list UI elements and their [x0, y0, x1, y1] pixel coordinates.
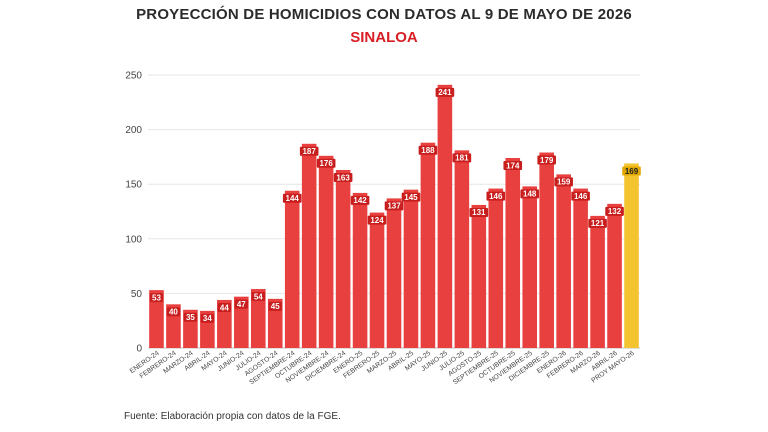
- bar: [437, 84, 453, 348]
- bar: [234, 296, 249, 348]
- data-label-bg: [166, 307, 181, 317]
- bars: [149, 84, 639, 348]
- data-label: 124: [370, 216, 384, 225]
- bar: [573, 188, 588, 348]
- data-label-bg: [469, 207, 489, 217]
- bar: [352, 192, 368, 348]
- data-label-bg: [452, 153, 472, 163]
- data-label: 131: [472, 208, 486, 217]
- data-label: 179: [540, 156, 554, 165]
- data-label: 146: [489, 192, 503, 201]
- data-label-bg: [554, 177, 573, 187]
- data-label-bg: [350, 195, 370, 205]
- data-label: 159: [557, 178, 571, 187]
- data-label: 132: [608, 207, 622, 216]
- bar: [454, 150, 470, 348]
- data-label: 47: [237, 300, 246, 309]
- y-axis: 0 50 100 150 200 250: [125, 71, 142, 355]
- data-label-bg: [401, 192, 421, 202]
- x-axis: ENERO-24FEBRERO-24MARZO-24ABRIL-24MAYO-2…: [129, 350, 636, 387]
- data-label: 181: [455, 154, 469, 163]
- data-label: 34: [203, 314, 212, 323]
- data-label-bg: [200, 313, 215, 323]
- bar: [471, 204, 487, 348]
- bar: [420, 142, 436, 348]
- y-tick-label: 250: [125, 71, 142, 82]
- source-note: Fuente: Elaboración propia con datos de …: [124, 411, 341, 422]
- data-label: 35: [186, 313, 195, 322]
- data-label: 187: [302, 147, 316, 156]
- bar: [556, 174, 571, 348]
- y-tick-label: 200: [125, 125, 142, 136]
- data-label-bg: [384, 201, 404, 211]
- y-tick-label: 0: [136, 344, 142, 355]
- data-label-bg: [367, 215, 387, 225]
- y-tick-label: 50: [131, 289, 143, 300]
- bar: [403, 189, 419, 348]
- data-label-bg: [251, 292, 265, 302]
- data-label: 174: [506, 161, 520, 170]
- bar: [590, 215, 605, 348]
- bar: [522, 186, 538, 348]
- data-label-bg: [149, 293, 164, 303]
- data-label: 142: [353, 196, 367, 205]
- bar: [250, 289, 266, 348]
- chart-title: PROYECCIÓN DE HOMICIDIOS CON DATOS AL 9 …: [136, 6, 632, 23]
- data-label-bg: [299, 146, 319, 156]
- bar: [284, 190, 300, 348]
- data-label: 40: [169, 308, 178, 317]
- y-tick-label: 150: [125, 180, 142, 191]
- data-label: 148: [523, 190, 537, 199]
- bar: [217, 299, 232, 348]
- data-label: 54: [254, 292, 263, 301]
- data-label-bg: [217, 302, 232, 312]
- data-label: 146: [574, 192, 588, 201]
- bar: [624, 163, 639, 348]
- bar: [318, 155, 334, 348]
- data-label-bg: [234, 299, 249, 309]
- data-label-bg: [622, 166, 641, 176]
- data-label: 176: [319, 159, 333, 168]
- data-label: 121: [591, 219, 605, 228]
- bar: [369, 212, 385, 348]
- data-label: 163: [336, 173, 350, 182]
- data-label-bg: [183, 312, 198, 322]
- bar: [335, 170, 351, 348]
- bar: [267, 298, 283, 348]
- data-label: 144: [286, 194, 300, 203]
- bar: [488, 188, 504, 348]
- bar: [607, 203, 622, 348]
- data-label: 45: [271, 302, 280, 311]
- data-label-bg: [282, 193, 302, 203]
- data-label: 53: [152, 293, 161, 302]
- bar: [505, 157, 521, 348]
- chart-subtitle: SINALOA: [350, 29, 418, 46]
- data-label: 188: [421, 146, 435, 155]
- data-label-bg: [605, 206, 624, 216]
- data-label: 44: [220, 303, 229, 312]
- data-label-bg: [520, 189, 540, 199]
- bar: [386, 198, 402, 348]
- data-label: 169: [625, 167, 639, 176]
- data-label-bg: [588, 218, 607, 228]
- data-label-bg: [435, 87, 455, 97]
- data-label: 145: [404, 193, 418, 202]
- data-label-bg: [333, 173, 353, 183]
- data-label-bg: [418, 145, 438, 155]
- bar: [539, 152, 554, 348]
- data-label-bg: [316, 158, 336, 168]
- data-label-bg: [268, 301, 282, 311]
- data-label-bg: [571, 191, 590, 201]
- y-tick-label: 100: [125, 234, 142, 245]
- data-label-bg: [503, 160, 523, 170]
- data-label-bg: [486, 191, 506, 201]
- data-label: 241: [438, 88, 452, 97]
- data-label-bg: [537, 155, 556, 165]
- bar: [149, 290, 164, 348]
- bar: [301, 143, 317, 348]
- data-label: 137: [387, 202, 401, 211]
